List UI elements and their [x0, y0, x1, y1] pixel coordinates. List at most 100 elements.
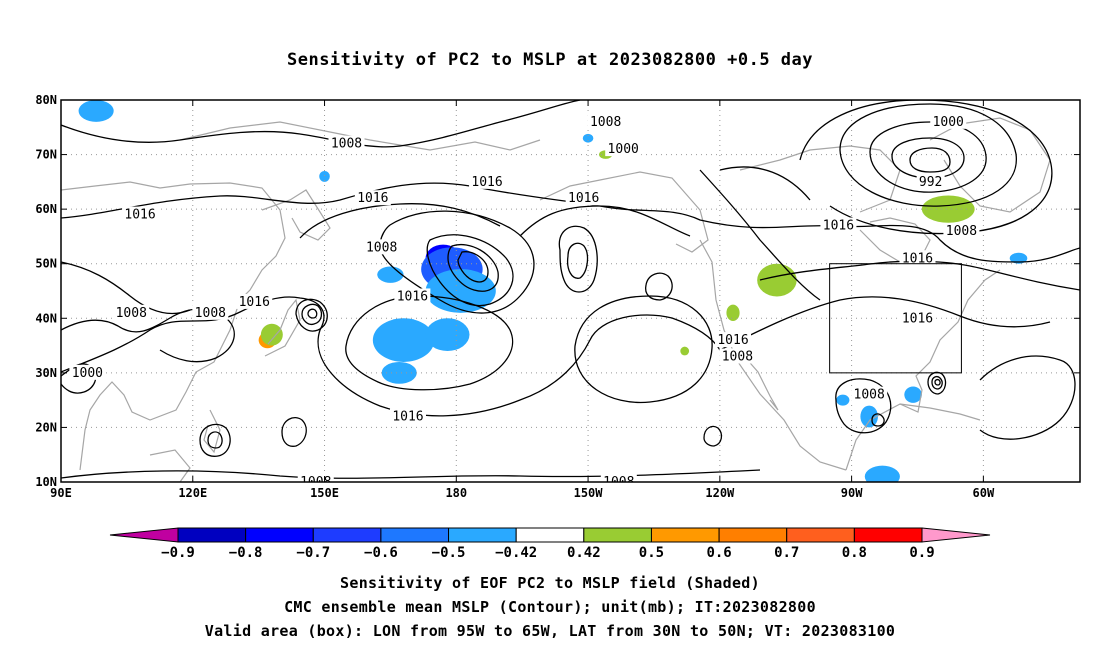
- sensitivity-shaded-area: [377, 266, 404, 283]
- sensitivity-shading: [78, 100, 1028, 482]
- contour-label: 1000: [933, 115, 964, 130]
- contour-label: 1016: [717, 333, 748, 348]
- colorbar-segment: [515, 527, 585, 543]
- coastline-alaska: [539, 171, 709, 253]
- contour-label: 1016: [239, 295, 270, 310]
- contour-984-aleutian-low: [457, 251, 489, 283]
- valid-area-box: [829, 263, 962, 374]
- coastline-greenland: [929, 117, 1051, 213]
- contour-label-bg: [328, 135, 365, 151]
- contour-label-bg: [69, 364, 106, 380]
- colorbar-labels: −0.9 −0.8 −0.7 −0.6 −0.5 −0.42 0.42 0.5 0.6 0.7 0.…: [161, 545, 935, 561]
- longitude-axis: 90E 120E 150E 180 150W 120W 90W 60W: [50, 100, 995, 500]
- colorbar-label: 0.9: [909, 545, 934, 561]
- coastline-japan: [264, 298, 301, 357]
- contour-label-bg: [192, 304, 229, 320]
- contour-label-bg: [820, 217, 857, 233]
- colorbar-label: 0.42: [567, 545, 601, 561]
- contour-label: 1008: [603, 475, 634, 490]
- colorbar-segment: [786, 527, 855, 543]
- coastline-philippines: [203, 409, 221, 454]
- contour-1016-atlantic-sub: [979, 355, 1076, 440]
- colorbar-segment: [853, 527, 923, 543]
- colorbar-label: 0.5: [639, 545, 664, 561]
- sensitivity-shaded-area: [680, 346, 690, 356]
- contour-label: 1008: [590, 115, 621, 130]
- contour-label-bg: [943, 222, 980, 238]
- map-frame: [60, 99, 1081, 483]
- coastline-gulf-mexico: [845, 269, 1001, 471]
- contour-1000-north-atlantic: [839, 103, 1017, 207]
- lon-label: 60W: [973, 486, 995, 500]
- contour-label-bg: [600, 474, 637, 482]
- contour-label-bg: [899, 310, 936, 326]
- latitude-axis: 80N 70N 60N 50N 40N 30N 20N 10N: [35, 93, 1080, 489]
- contour-992-north-atlantic: [869, 121, 987, 193]
- contour-1008-north-pacific-south: [61, 469, 761, 479]
- colorbar-label: −0.8: [229, 545, 263, 561]
- contour-label: 1016: [823, 219, 854, 234]
- contour-1016-central-pacific: [519, 205, 691, 237]
- contour-typhoon-inner: [307, 308, 318, 319]
- colorbar-segment: [245, 527, 314, 543]
- contour-label: 1008: [300, 475, 331, 490]
- sensitivity-shaded-area: [582, 133, 594, 143]
- contour-label-bg: [236, 293, 273, 309]
- sensitivity-shaded-area: [372, 318, 435, 362]
- contour-label: 1016: [902, 311, 933, 326]
- colorbar-label: −0.7: [296, 545, 330, 561]
- colorbar-label: 0.8: [842, 545, 867, 561]
- coastline-north-america-west: [699, 239, 847, 471]
- contour-label: 1016: [471, 175, 502, 190]
- lat-label: 80N: [35, 93, 57, 107]
- contour-label-bg: [565, 190, 602, 206]
- contour-1024-east-pacific-inner: [644, 272, 673, 301]
- contour-label: 1008: [946, 224, 977, 239]
- sensitivity-shaded-area: [78, 100, 114, 122]
- contour-label-bg: [363, 239, 400, 255]
- contour-label-bg: [122, 206, 159, 222]
- coastline-siberia-north: [179, 121, 541, 151]
- lat-label: 40N: [35, 311, 57, 325]
- colorbar-label: 0.7: [774, 545, 799, 561]
- contour-992-aleutian-low: [447, 244, 499, 292]
- contour-label-bg: [113, 304, 150, 320]
- contour-label: 1000: [608, 142, 639, 157]
- lon-label: 120E: [178, 486, 207, 500]
- contour-label-bg: [469, 173, 506, 189]
- sensitivity-shaded-area: [425, 318, 470, 352]
- contour-hurricane-mid: [931, 375, 943, 390]
- contour-label-bg: [297, 474, 334, 482]
- caption-line-2: CMC ensemble mean MSLP (Contour); unit(m…: [284, 598, 816, 616]
- contour-hurricane-outer: [927, 371, 947, 395]
- lon-label: 90E: [50, 486, 72, 500]
- sensitivity-shaded-area: [864, 465, 900, 482]
- contour-tropical-wp-low: [199, 423, 231, 457]
- contour-label-bg: [851, 386, 888, 402]
- contour-1016-bering: [299, 203, 501, 239]
- contour-1008-west-canada: [699, 169, 821, 301]
- colorbar-segment: [650, 527, 720, 543]
- contour-label-bg: [899, 250, 936, 266]
- contour-label: 1008: [854, 388, 885, 403]
- colorbar-segment: [448, 527, 517, 543]
- contour-label: 1016: [357, 191, 388, 206]
- sensitivity-shaded-area: [860, 405, 878, 428]
- contour-1008-central-asia: [61, 261, 191, 315]
- lat-label: 10N: [35, 475, 57, 489]
- contour-typhoon-mid: [301, 303, 323, 326]
- contour-label: 1016: [397, 289, 428, 304]
- contour-1016-us-east: [719, 296, 1051, 351]
- lat-label: 20N: [35, 420, 57, 434]
- contour-label: 1008: [331, 137, 362, 152]
- contour-tropical-wp-low-inner: [207, 431, 223, 449]
- contour-label: 992: [919, 175, 942, 190]
- sensitivity-shaded-area: [260, 323, 283, 346]
- sensitivity-shaded-area: [921, 195, 975, 223]
- sensitivity-shaded-area: [319, 170, 330, 182]
- lon-label: 120W: [705, 486, 735, 500]
- contour-1024-east-pacific-high: [574, 295, 713, 404]
- lat-label: 30N: [35, 366, 57, 380]
- lon-label: 150E: [310, 486, 339, 500]
- contour-label: 1008: [195, 306, 226, 321]
